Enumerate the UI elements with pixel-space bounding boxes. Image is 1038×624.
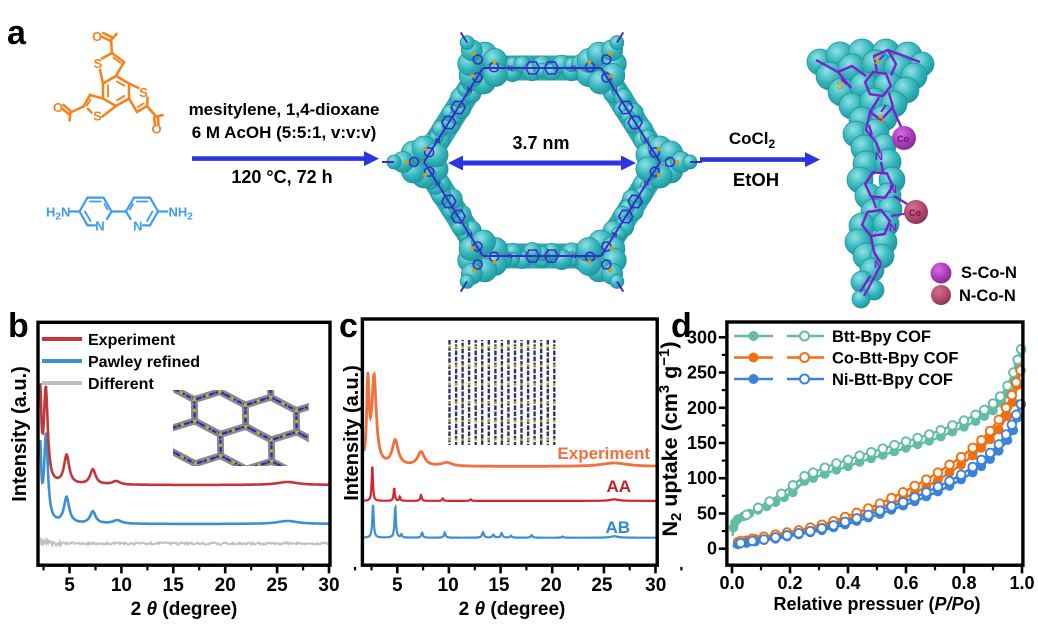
svg-text:Experiment: Experiment: [557, 444, 650, 463]
svg-text:N: N: [133, 219, 142, 234]
svg-text:5: 5: [392, 575, 403, 596]
svg-text:AA: AA: [606, 477, 631, 496]
svg-text:3.7 nm: 3.7 nm: [512, 133, 569, 153]
svg-text:N: N: [435, 136, 440, 145]
svg-text:Different: Different: [88, 376, 154, 393]
svg-text:CoCl2: CoCl2: [729, 129, 776, 151]
svg-text:0.2: 0.2: [777, 573, 802, 593]
svg-text:0.0: 0.0: [719, 573, 744, 593]
svg-text:20: 20: [215, 575, 236, 596]
svg-text:Pawley refined: Pawley refined: [88, 354, 200, 371]
svg-text:N: N: [612, 230, 617, 239]
svg-text:S-Co-N: S-Co-N: [961, 264, 1017, 282]
svg-text:NH2: NH2: [169, 205, 194, 223]
svg-text:S: S: [93, 109, 102, 124]
svg-text:30: 30: [645, 575, 666, 596]
svg-text:Intensity (a.u.): Intensity (a.u.): [341, 365, 363, 501]
svg-text:Co: Co: [909, 208, 921, 218]
svg-text:N: N: [644, 136, 649, 145]
svg-text:Co: Co: [897, 134, 909, 144]
svg-text:S: S: [836, 80, 843, 92]
svg-text:150: 150: [687, 433, 717, 453]
svg-text:N: N: [889, 184, 897, 196]
svg-text:250: 250: [687, 363, 717, 383]
svg-text:0.6: 0.6: [893, 573, 918, 593]
svg-text:d: d: [671, 307, 692, 345]
svg-text:Intensity (a.u.): Intensity (a.u.): [9, 366, 31, 502]
svg-text:2 θ (degree): 2 θ (degree): [131, 599, 238, 620]
svg-text:120 °C, 72 h: 120 °C, 72 h: [231, 167, 332, 187]
svg-text:N2 uptake (cm3 g−1): N2 uptake (cm3 g−1): [656, 341, 685, 536]
svg-text:N: N: [467, 85, 472, 94]
svg-text:0.4: 0.4: [835, 573, 860, 593]
svg-text:10: 10: [111, 575, 132, 596]
svg-text:20: 20: [541, 575, 562, 596]
svg-text:b: b: [8, 307, 29, 345]
svg-text:200: 200: [687, 398, 717, 418]
svg-text:a: a: [7, 14, 27, 52]
svg-text:S: S: [873, 55, 880, 67]
svg-text:2 θ (degree): 2 θ (degree): [459, 599, 566, 620]
svg-text:Btt-Bpy COF: Btt-Bpy COF: [832, 328, 931, 346]
svg-text:N: N: [644, 179, 649, 188]
svg-text:AB: AB: [605, 518, 630, 537]
svg-text:N: N: [507, 252, 512, 261]
svg-text:N: N: [95, 219, 104, 234]
svg-text:N: N: [571, 252, 576, 261]
svg-text:N: N: [889, 222, 897, 234]
svg-text:6 M AcOH (5:5:1, v:v:v): 6 M AcOH (5:5:1, v:v:v): [192, 123, 377, 142]
svg-text:N: N: [612, 85, 617, 94]
svg-text:30: 30: [318, 575, 339, 596]
svg-text:N-Co-N: N-Co-N: [959, 287, 1016, 305]
svg-text:1.0: 1.0: [1009, 573, 1034, 593]
svg-text:Relative pressuer (P/Po): Relative pressuer (P/Po): [773, 594, 980, 614]
svg-text:5: 5: [64, 575, 75, 596]
svg-text:Experiment: Experiment: [88, 332, 176, 349]
svg-text:Co-Btt-Bpy COF: Co-Btt-Bpy COF: [832, 350, 958, 368]
svg-text:N: N: [467, 230, 472, 239]
svg-text:c: c: [339, 307, 358, 345]
svg-text:25: 25: [267, 575, 289, 596]
svg-text:300: 300: [687, 327, 717, 347]
svg-text:EtOH: EtOH: [733, 169, 779, 190]
svg-text:10: 10: [438, 575, 459, 596]
svg-text:Ni-Btt-Bpy COF: Ni-Btt-Bpy COF: [832, 371, 953, 389]
svg-text:15: 15: [163, 575, 185, 596]
svg-text:0: 0: [707, 539, 717, 559]
svg-text:15: 15: [488, 575, 510, 596]
svg-text:N: N: [875, 151, 883, 163]
svg-text:S: S: [94, 56, 103, 71]
svg-text:100: 100: [687, 468, 717, 488]
svg-text:25: 25: [591, 575, 613, 596]
svg-text:O: O: [92, 29, 102, 44]
svg-text:50: 50: [697, 504, 717, 524]
svg-text:N: N: [507, 64, 512, 73]
svg-text:mesitylene, 1,4-dioxane: mesitylene, 1,4-dioxane: [189, 100, 380, 119]
svg-text:H2N: H2N: [46, 205, 70, 223]
svg-text:N: N: [571, 64, 576, 73]
svg-text:N: N: [874, 259, 882, 271]
svg-text:S: S: [139, 85, 148, 100]
svg-text:O: O: [53, 100, 63, 115]
svg-text:O: O: [151, 122, 161, 137]
svg-text:0.8: 0.8: [951, 573, 976, 593]
svg-text:S: S: [877, 113, 884, 125]
svg-text:N: N: [435, 179, 440, 188]
